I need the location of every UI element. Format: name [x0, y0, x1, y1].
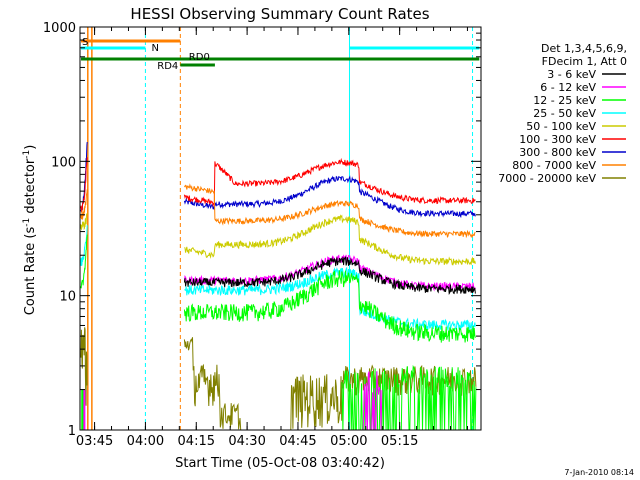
- legend-label: 7000 - 20000 keV: [498, 172, 596, 185]
- series-line-6: [183, 175, 476, 219]
- series-floor-1: [362, 371, 383, 431]
- y-tick-label: 1: [68, 424, 76, 439]
- series-spike-7: [80, 189, 88, 221]
- legend-header-1: Det 1,3,4,5,6,9,: [541, 42, 627, 55]
- y-label-part-1: Count Rate (s: [23, 227, 38, 316]
- y-tick-label: 10: [59, 290, 76, 305]
- y-axis: 1 10 100 1000: [43, 21, 481, 439]
- rd4-flag-label: RD4: [157, 61, 178, 72]
- saa-flag-label: S: [82, 37, 88, 48]
- series-line-5: [183, 157, 476, 208]
- series-line-7: [183, 183, 476, 239]
- series-line-0: [183, 256, 476, 295]
- y-label-sup-2: -1: [22, 150, 32, 159]
- legend-label: 6 - 12 keV: [540, 81, 596, 94]
- night-flag-label: N: [152, 43, 159, 54]
- series-spike-4: [80, 213, 88, 231]
- x-axis: 03:45 04:00 04:15 04:30 04:45 05:00 05:15: [76, 27, 468, 449]
- y-axis-label: Count Rate (s-1 detector-1): [22, 145, 38, 316]
- y-label-sup-1: -1: [22, 218, 32, 227]
- legend-label: 12 - 25 keV: [533, 94, 596, 107]
- legend-label: 100 - 300 keV: [519, 133, 596, 146]
- rd0-flag-label: RD0: [189, 52, 210, 63]
- y-tick-label: 1000: [43, 21, 76, 36]
- x-tick-label: 05:00: [330, 434, 367, 449]
- series-line-2: [183, 270, 476, 343]
- plot-frame: [79, 26, 482, 431]
- x-tick-label: 04:15: [178, 434, 215, 449]
- legend-label: 300 - 800 keV: [519, 146, 596, 159]
- legend-label: 50 - 100 keV: [526, 120, 596, 133]
- legend: Det 1,3,4,5,6,9, FDecim 1, Att 0 3 - 6 k…: [498, 42, 627, 185]
- y-label-part-2: detector: [23, 158, 38, 218]
- legend-header-2: FDecim 1, Att 0: [542, 55, 627, 68]
- series-line-3: [184, 266, 476, 331]
- x-tick-label: 04:00: [127, 434, 164, 449]
- legend-label: 800 - 7000 keV: [512, 159, 596, 172]
- legend-label: 3 - 6 keV: [547, 68, 596, 81]
- x-axis-label: Start Time (05-Oct-08 03:40:42): [175, 456, 385, 471]
- y-tick-label: 100: [51, 155, 76, 170]
- x-tick-label: 04:30: [228, 434, 265, 449]
- footer-timestamp: 7-Jan-2010 08:14: [564, 468, 634, 477]
- chart-title: HESSI Observing Summary Count Rates: [130, 5, 429, 23]
- y-label-part-3: ): [23, 145, 38, 150]
- x-tick-label: 05:15: [381, 434, 418, 449]
- series-line-4: [184, 214, 476, 266]
- series-spike-2: [80, 234, 88, 289]
- x-tick-label: 04:45: [279, 434, 316, 449]
- legend-label: 25 - 50 keV: [533, 107, 596, 120]
- x-tick-label: 03:45: [76, 434, 113, 449]
